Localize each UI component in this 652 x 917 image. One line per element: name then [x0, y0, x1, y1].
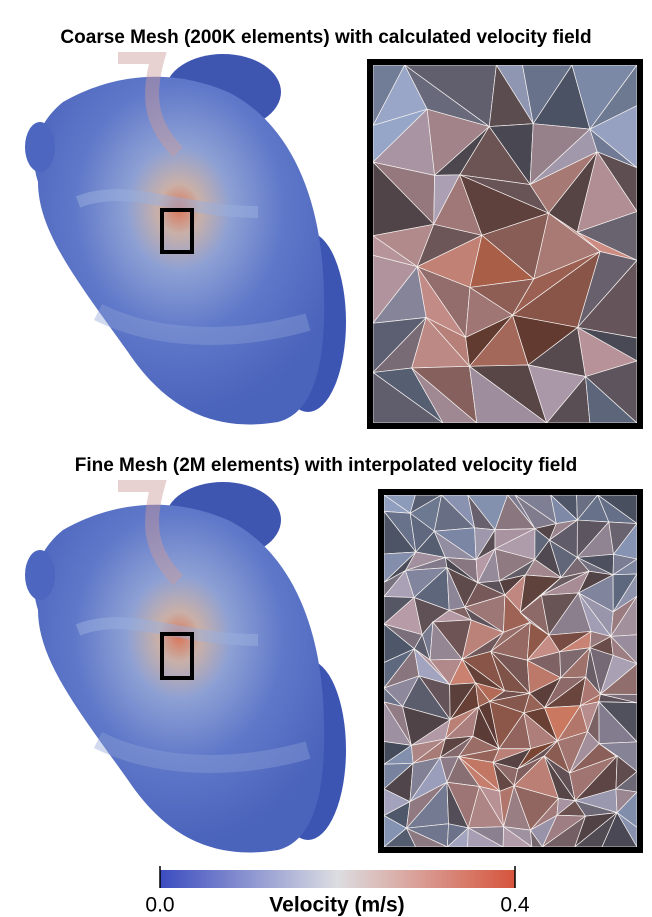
panel-title: Coarse Mesh (200K elements) with calcula…	[60, 27, 591, 48]
mesh-zoom	[373, 65, 637, 423]
figure: Coarse Mesh (200K elements) with calcula…	[0, 0, 652, 917]
colorbar-label: Velocity (m/s)	[269, 894, 404, 917]
panel-title: Fine Mesh (2M elements) with interpolate…	[75, 455, 578, 476]
mesh-zoom	[384, 495, 637, 847]
colorbar-tick-label: 0.4	[500, 894, 530, 917]
heart-model	[25, 482, 346, 852]
heart-model	[25, 54, 346, 424]
colorbar-tick-label: 0.0	[145, 894, 174, 917]
colorbar	[160, 870, 515, 888]
